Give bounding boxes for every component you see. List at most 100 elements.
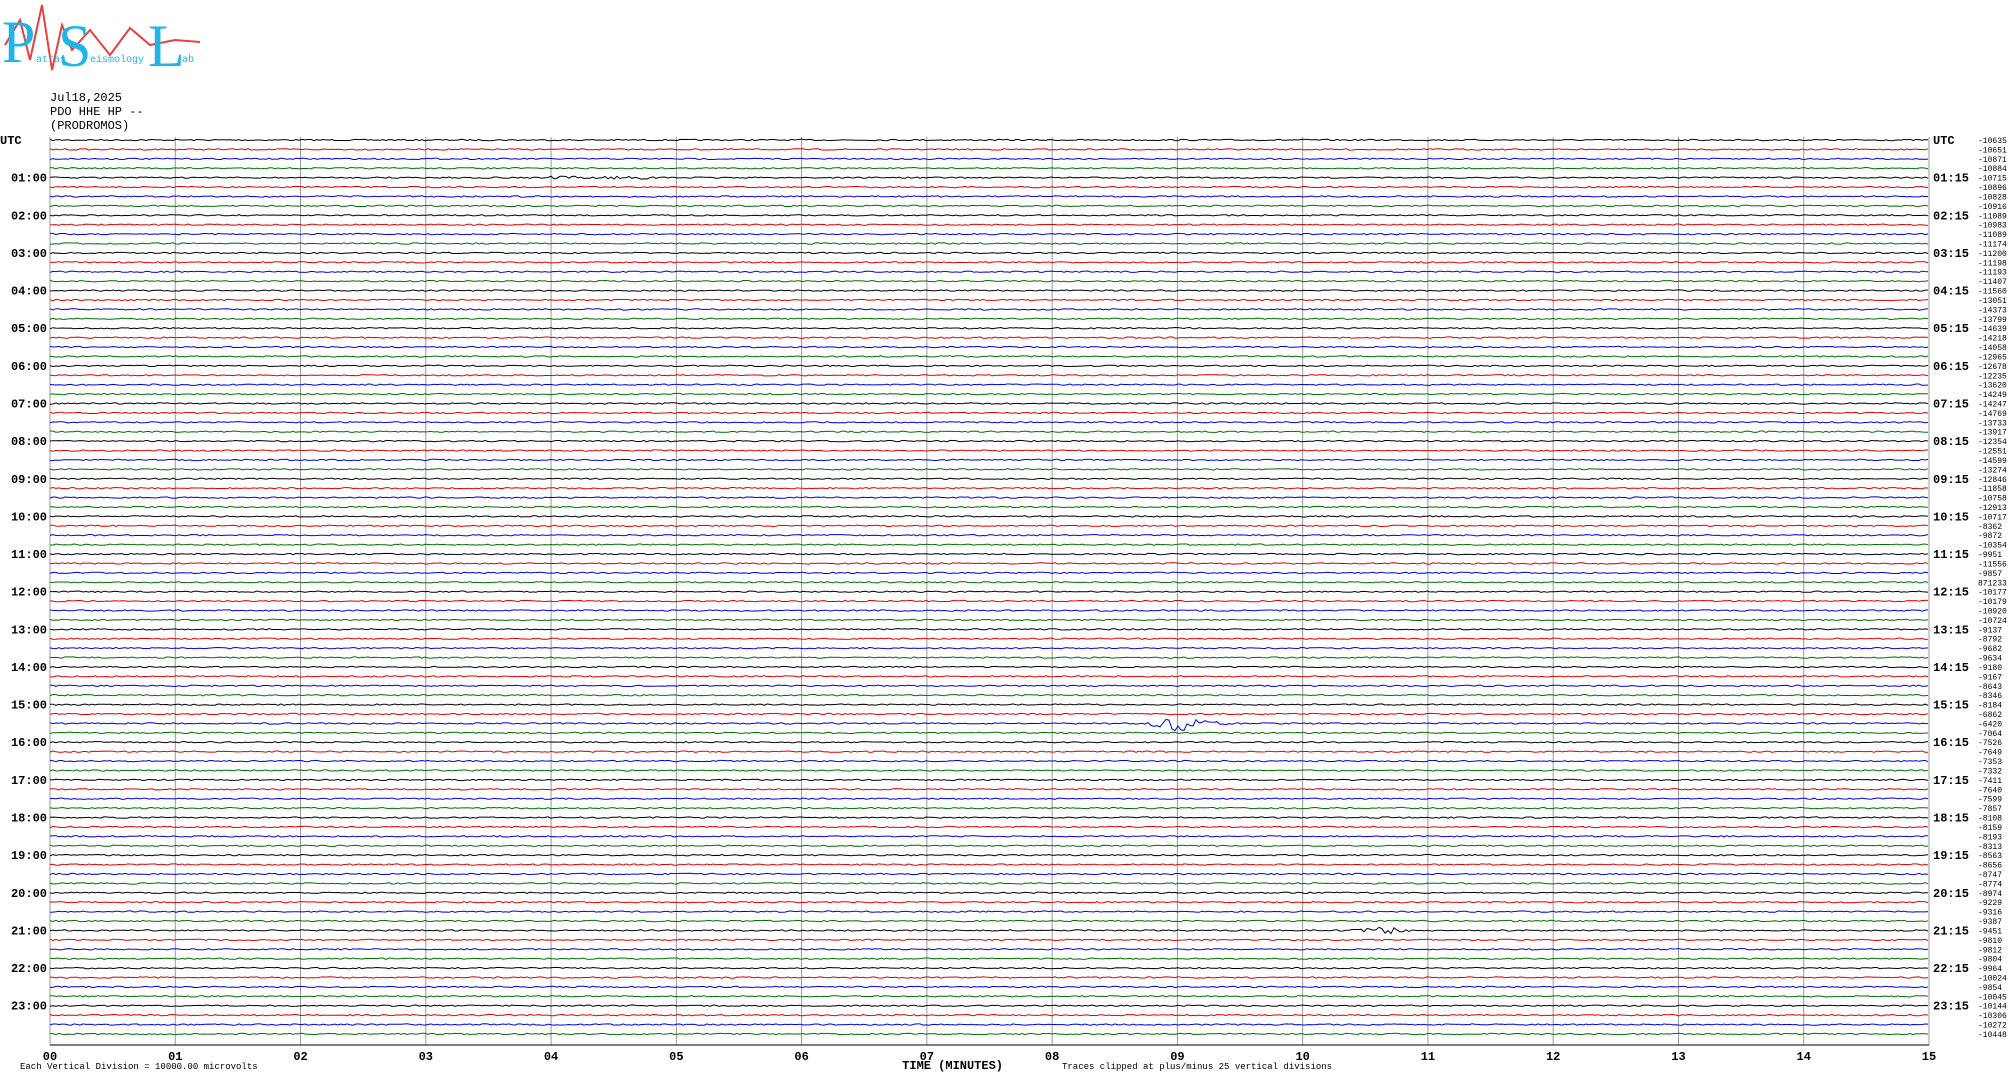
left-hour-label: 09:00 [11,473,47,487]
logo-letter: L [148,13,185,79]
trace [49,797,1929,800]
right-value: -8563 [1978,852,2002,861]
x-tick-label: 11 [1421,1050,1435,1064]
right-hour-label: 02:15 [1933,209,1969,223]
trace [49,552,1929,556]
left-hour-label: 14:00 [11,661,47,675]
right-value: -6862 [1978,711,2002,720]
left-hour-label: 10:00 [11,510,47,524]
left-hour-label: 08:00 [11,435,47,449]
right-value: -11193 [1978,269,2007,278]
trace [49,317,1929,321]
right-value: -12846 [1978,476,2007,485]
trace [49,251,1929,255]
right-value: -7649 [1978,749,2002,758]
right-value: -9682 [1978,645,2002,654]
right-value: -7640 [1978,786,2002,795]
right-value: -10828 [1978,193,2007,202]
trace [49,816,1929,819]
trace [49,515,1929,518]
station: PDO HHE HP -- [50,105,144,119]
site: (PRODROMOS) [50,119,129,133]
right-hour-label: 03:15 [1933,247,1969,261]
right-value: -14769 [1978,410,2007,419]
trace [49,175,1929,180]
right-value: -12678 [1978,363,2007,372]
right-value: -11560 [1978,288,2007,297]
trace [49,279,1929,283]
trace [49,345,1929,349]
left-hour-label: 21:00 [11,924,47,938]
trace [49,270,1929,273]
trace [49,919,1929,923]
right-hour-label: 20:15 [1933,887,1969,901]
right-hour-label: 11:15 [1933,548,1969,562]
trace [49,383,1929,386]
trace [49,496,1929,499]
right-value: -8362 [1978,523,2002,532]
right-value: -10724 [1978,617,2007,626]
right-value: -7857 [1978,805,2002,814]
right-value: -9451 [1978,927,2002,936]
left-hour-label: 01:00 [11,172,47,186]
left-hour-label: 16:00 [11,736,47,750]
right-hour-label: 05:15 [1933,322,1969,336]
footer-right: Traces clipped at plus/minus 25 vertical… [1062,1062,1332,1072]
date: Jul18,2025 [50,91,122,105]
logo-word: eismology [90,54,144,66]
logo-word: atras [36,55,66,66]
trace [49,204,1929,208]
trace [49,948,1929,951]
right-value: -9137 [1978,626,2002,635]
x-tick-label: 07 [920,1050,934,1064]
right-value: -10272 [1978,1022,2007,1031]
trace [49,430,1929,433]
trace [49,891,1929,895]
x-tick-label: 01 [168,1050,182,1064]
trace [49,411,1929,415]
right-value: -9857 [1978,570,2002,579]
x-tick-label: 00 [43,1050,57,1064]
trace [49,693,1929,697]
right-hour-label: 01:15 [1933,172,1969,186]
trace [49,1013,1929,1017]
right-value: -14058 [1978,344,2007,353]
trace [49,995,1929,998]
trace [49,392,1929,396]
trace [49,1023,1929,1026]
right-value: -9854 [1978,984,2002,993]
right-hour-label: 09:15 [1933,473,1969,487]
left-hour-label: 05:00 [11,322,47,336]
trace [49,571,1929,575]
x-tick-label: 13 [1671,1050,1685,1064]
footer-left: Each Vertical Division = 10000.00 microv… [20,1062,258,1072]
left-hour-label: 07:00 [11,397,47,411]
left-hour-label: 04:00 [11,285,47,299]
right-value: -9634 [1978,655,2002,664]
left-hour-label: 06:00 [11,360,47,374]
right-hour-label: 17:15 [1933,774,1969,788]
right-value: -9387 [1978,918,2002,927]
right-value: -10896 [1978,184,2007,193]
right-value: -8159 [1978,824,2002,833]
trace [49,421,1929,424]
left-hour-label: 19:00 [11,849,47,863]
trace [49,374,1929,377]
trace [49,364,1929,368]
right-value: -8774 [1978,880,2002,889]
trace [49,468,1929,471]
trace [49,505,1929,509]
x-tick-label: 14 [1797,1050,1811,1064]
trace [50,590,1929,593]
trace [49,138,1929,142]
right-value: -10920 [1978,608,2007,617]
trace [49,1004,1929,1007]
left-hour-label: 20:00 [11,887,47,901]
trace [49,731,1929,735]
right-value: -10983 [1978,222,2007,231]
trace [49,675,1929,678]
right-hour-label: 12:15 [1933,586,1969,600]
trace [49,825,1929,829]
trace [49,656,1929,659]
